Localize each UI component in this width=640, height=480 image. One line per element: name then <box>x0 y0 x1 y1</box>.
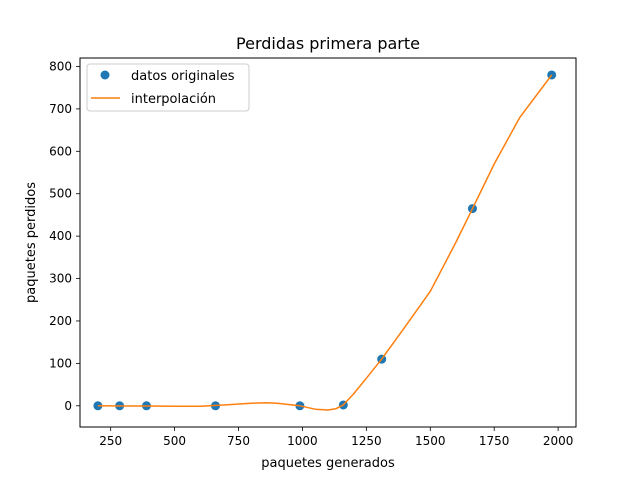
y-tick-label: 200 <box>49 314 72 328</box>
x-tick-label: 1500 <box>415 434 446 448</box>
plot-background <box>80 58 576 427</box>
y-tick-label: 600 <box>49 144 72 158</box>
y-tick-label: 100 <box>49 356 72 370</box>
y-tick-label: 0 <box>64 399 72 413</box>
x-axis-label: paquetes generados <box>261 456 395 471</box>
x-axis: 250 500 750 1000 1250 1500 1750 2000 <box>99 427 573 448</box>
legend-label-datos-originales: datos originales <box>131 69 235 84</box>
y-tick-label: 700 <box>49 102 72 116</box>
y-axis: 0 100 200 300 400 500 600 700 800 <box>49 59 80 413</box>
x-tick-label: 250 <box>99 434 122 448</box>
plot-frame <box>79 57 577 428</box>
legend-box <box>86 63 250 112</box>
y-tick-label: 300 <box>49 272 72 286</box>
interpolation-line <box>97 74 553 411</box>
chart-title: Perdidas primera parte <box>236 34 420 53</box>
x-tick-label: 1000 <box>287 434 318 448</box>
x-tick-label: 2000 <box>543 434 574 448</box>
y-tick-label: 800 <box>49 59 72 73</box>
series-layer <box>93 70 557 411</box>
legend: datos originales interpolación <box>86 63 250 112</box>
y-axis-label: paquetes perdidos <box>24 182 39 303</box>
legend-label-interpolacion: interpolación <box>131 92 216 107</box>
x-tick-label: 1750 <box>479 434 510 448</box>
y-tick-label: 500 <box>49 187 72 201</box>
x-tick-label: 500 <box>163 434 186 448</box>
x-tick-label: 750 <box>227 434 250 448</box>
plot-area: 250 500 750 1000 1250 1500 1750 2000 0 100 200 300… <box>49 57 577 448</box>
legend-marker-datos-originales <box>100 70 110 80</box>
y-tick-label: 400 <box>49 229 72 243</box>
x-tick-label: 1250 <box>351 434 382 448</box>
data-point <box>93 401 103 411</box>
